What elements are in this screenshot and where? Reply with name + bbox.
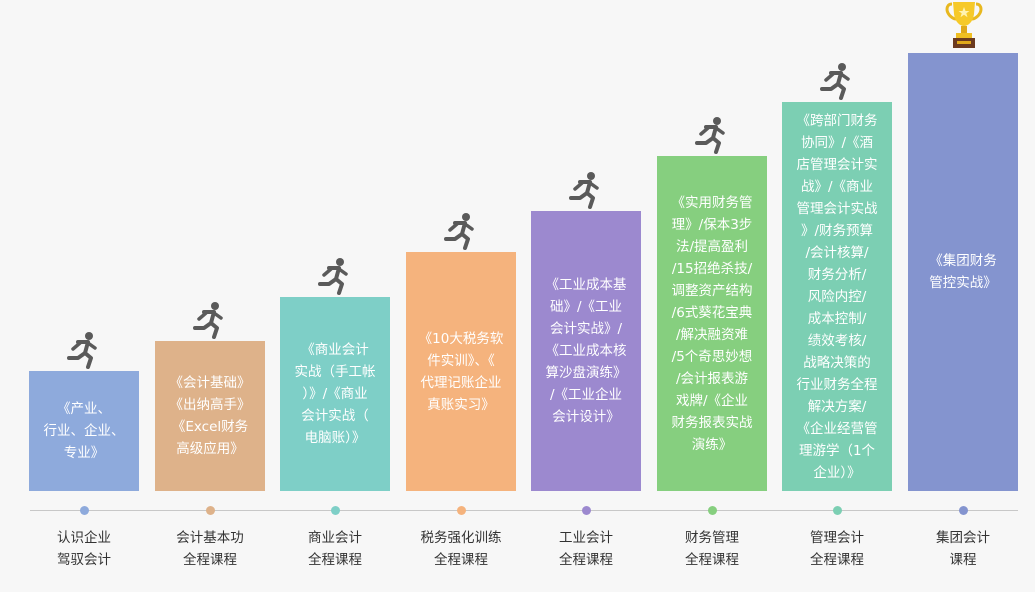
stage-label: 工业会计 全程课程	[559, 530, 613, 568]
stage-label: 财务管理 全程课程	[685, 530, 739, 568]
timeline-dot	[832, 506, 842, 515]
stage-courses-text: 《工业成本基 础》/《工业 会计实战》/ 《工业成本核 算沙盘演练》 /《工业企…	[545, 277, 627, 425]
timeline-dot	[581, 506, 591, 515]
runner-icon	[190, 301, 226, 339]
runner-icon	[566, 171, 602, 209]
timeline-dot	[958, 506, 968, 515]
stage-label: 管理会计 全程课程	[810, 530, 864, 568]
runner-icon	[692, 116, 728, 154]
runner-icon	[315, 257, 351, 295]
stage-bar: 《跨部门财务 协同》/《酒 店管理会计实 战》/《商业 管理会计实战 》/财务预…	[782, 102, 892, 491]
runner-icon	[817, 62, 853, 100]
runner-icon	[64, 331, 100, 369]
stage-label: 会计基本功 全程课程	[176, 530, 244, 568]
timeline-dot	[707, 506, 717, 515]
timeline-dot	[330, 506, 340, 515]
stage-bar: 《集团财务 管控实战》	[908, 53, 1018, 491]
timeline-dot	[79, 506, 89, 515]
timeline-dot	[205, 506, 215, 515]
stage-bar: 《商业会计 实战（手工帐 ）》/《商业 会计实战（ 电脑账）》	[280, 297, 390, 491]
runner-icon	[441, 212, 477, 250]
timeline-dot	[456, 506, 466, 515]
stage-courses-text: 《集团财务 管控实战》	[929, 253, 997, 291]
stage-bar: 《产业、 行业、企业、 专业》	[29, 371, 139, 491]
stage-label: 税务强化训练 全程课程	[420, 530, 502, 568]
stage-courses-text: 《商业会计 实战（手工帐 ）》/《商业 会计实战（ 电脑账）》	[294, 342, 376, 446]
stage-courses-text: 《会计基础》 《出纳高手》 《Excel财务 高级应用》	[169, 375, 251, 457]
stage-courses-text: 《实用财务管 理》/保本3步 法/提高盈利 /15招绝杀技/ 调整资产结构 /6…	[671, 194, 753, 453]
stage-bar: 《会计基础》 《出纳高手》 《Excel财务 高级应用》	[155, 341, 265, 491]
stage-label: 商业会计 全程课程	[308, 530, 362, 568]
stage-courses-text: 《10大税务软 件实训》、《 代理记账企业 真账实习》	[418, 330, 504, 413]
stage-bar: 《工业成本基 础》/《工业 会计实战》/ 《工业成本核 算沙盘演练》 /《工业企…	[531, 211, 641, 491]
stage-label: 认识企业 驾驭会计	[57, 530, 111, 568]
stage-bar: 《实用财务管 理》/保本3步 法/提高盈利 /15招绝杀技/ 调整资产结构 /6…	[657, 156, 767, 491]
stage-label: 集团会计 课程	[936, 530, 990, 568]
stage-bar: 《10大税务软 件实训》、《 代理记账企业 真账实习》	[406, 252, 516, 491]
timeline-line	[30, 510, 1018, 511]
stage-courses-text: 《产业、 行业、企业、 专业》	[43, 401, 125, 461]
stage-courses-text: 《跨部门财务 协同》/《酒 店管理会计实 战》/《商业 管理会计实战 》/财务预…	[796, 112, 878, 481]
trophy-icon	[944, 0, 984, 50]
